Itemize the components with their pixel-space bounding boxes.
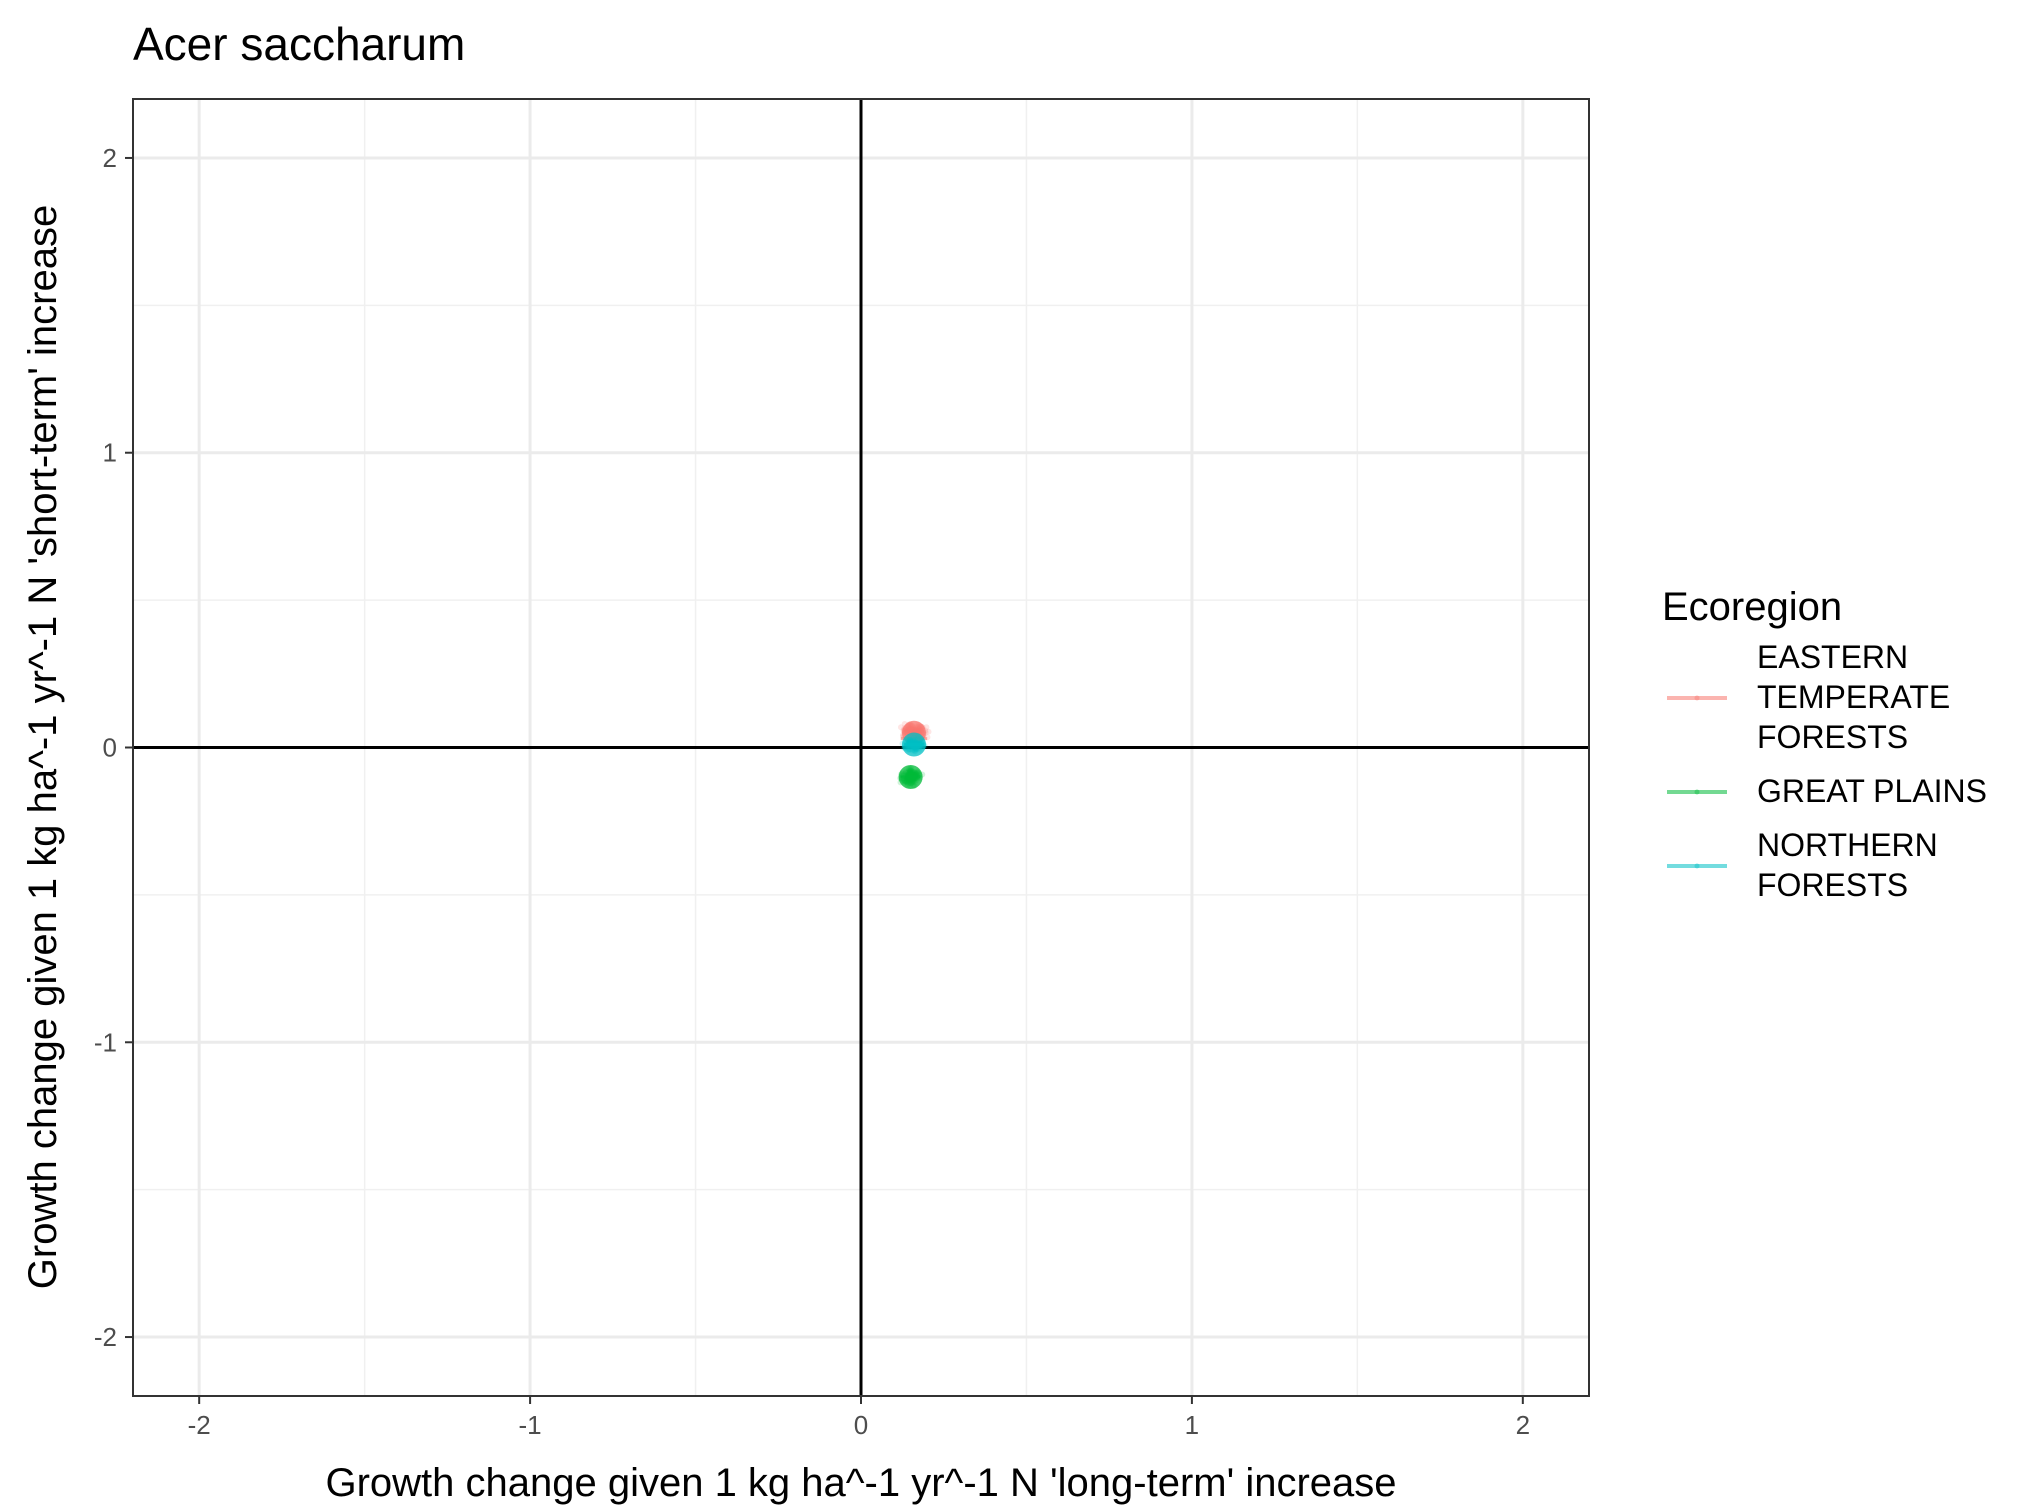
legend-label: TEMPERATE	[1757, 679, 1950, 715]
data-point	[925, 728, 932, 735]
legend: Ecoregion EASTERN TEMPERATE FORESTS GREAT P…	[1662, 585, 1987, 903]
y-tick-label: -1	[94, 1027, 117, 1057]
legend-key-point	[1694, 695, 1700, 701]
legend-item: NORTHERN FORESTS	[1667, 827, 1938, 903]
legend-key-point	[1694, 789, 1700, 795]
data-points	[897, 720, 932, 789]
chart-title: Acer saccharum	[133, 18, 465, 70]
legend-label: EASTERN	[1757, 639, 1908, 675]
y-tick-label: -2	[94, 1322, 117, 1352]
data-point	[897, 724, 904, 731]
x-tick-label: 0	[854, 1410, 868, 1440]
legend-label: GREAT PLAINS	[1757, 773, 1987, 809]
legend-item: EASTERN TEMPERATE FORESTS	[1667, 639, 1950, 755]
legend-key-point	[1694, 863, 1700, 869]
legend-label: NORTHERN	[1757, 827, 1938, 863]
y-tick-label: 0	[103, 733, 117, 763]
y-axis-title: Growth change given 1 kg ha^-1 yr^-1 N '…	[21, 205, 65, 1289]
x-tick-label: -2	[188, 1410, 211, 1440]
legend-item: GREAT PLAINS	[1667, 773, 1987, 809]
series-great-plains	[897, 764, 926, 789]
legend-title: Ecoregion	[1662, 585, 1842, 629]
x-tick-label: 1	[1185, 1410, 1199, 1440]
y-tick-label: 1	[103, 438, 117, 468]
series-northern-forests	[899, 732, 928, 757]
reference-lines	[133, 99, 1589, 1396]
axis-ticks: -2 -1 0 1 2 2 1 0 -1 -2	[94, 143, 1530, 1440]
x-tick-label: -1	[519, 1410, 542, 1440]
x-tick-label: 2	[1516, 1410, 1530, 1440]
y-tick-label: 2	[103, 143, 117, 173]
legend-label: FORESTS	[1757, 719, 1908, 755]
legend-label: FORESTS	[1757, 867, 1908, 903]
x-axis-title: Growth change given 1 kg ha^-1 yr^-1 N '…	[325, 1461, 1396, 1505]
